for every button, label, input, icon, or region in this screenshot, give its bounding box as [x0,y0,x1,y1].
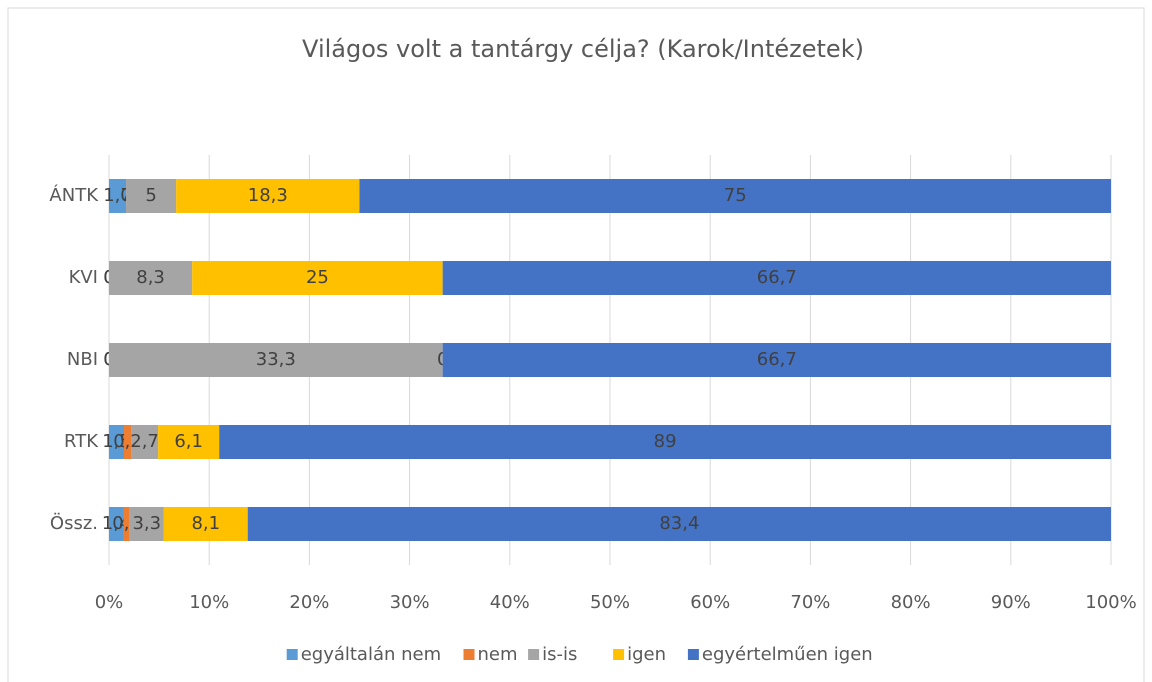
legend-label: igen [627,644,666,665]
bar-segment [442,343,1111,377]
x-tick-label: 100% [1085,592,1136,613]
y-tick-label: RTK [64,431,99,452]
x-tick-label: 10% [189,592,229,613]
value-label: 33,3 [256,349,296,370]
y-tick-label: Össz. [50,512,98,534]
legend-swatch [463,649,475,660]
bar-segment [123,507,130,541]
bar-segment [109,425,125,459]
x-tick-label: 0% [95,592,124,613]
y-tick-label: ÁNTK [49,184,99,206]
x-tick-label: 30% [390,592,430,613]
legend-swatch [613,649,625,660]
legend-swatch [286,649,298,660]
bar-segment [219,425,1112,459]
value-label: 1,5 [102,431,131,452]
bar-segment [192,261,443,295]
value-label: 2,7 [130,431,159,452]
bar-segment [126,179,177,213]
bar-segment [129,507,164,541]
x-tick-label: 40% [490,592,530,613]
value-label: 66,7 [757,349,797,370]
value-label: 5 [145,185,156,206]
value-label: 89 [654,431,677,452]
bar-segment [359,179,1111,213]
legend-label: is-is [542,644,577,665]
bar-segment [124,425,132,459]
y-tick-label: KVI [69,267,98,288]
legend-label: egyáltalán nem [301,644,441,665]
value-label: 66,7 [757,267,797,288]
legend-swatch [687,649,699,660]
value-label: 8,1 [191,513,220,534]
bar-segment [109,343,443,377]
bar-segment [158,425,220,459]
x-tick-label: 70% [790,592,830,613]
bar-segment [109,261,193,295]
bar-segment [247,507,1111,541]
x-tick-label: 50% [590,592,630,613]
chart-title: Világos volt a tantárgy célja? (Karok/In… [302,35,864,63]
x-tick-label: 20% [289,592,329,613]
bar-segment [131,425,159,459]
value-label: 1,7 [103,185,132,206]
value-label: 1,4 [102,513,131,534]
bar-segment [109,179,127,213]
value-label: 75 [724,185,747,206]
x-tick-label: 60% [690,592,730,613]
bar-segment [109,507,124,541]
value-label: 3,3 [132,513,161,534]
bar-segment [176,179,360,213]
legend-swatch [528,649,540,660]
value-label: 8,3 [136,267,165,288]
x-tick-label: 90% [991,592,1031,613]
value-label: 25 [306,267,329,288]
bar-segment [442,261,1111,295]
legend-label: nem [478,644,518,665]
value-label: 6,1 [174,431,203,452]
y-tick-label: NBI [67,349,98,370]
bar-segment [163,507,248,541]
x-tick-label: 80% [891,592,931,613]
legend-label: egyértelműen igen [702,644,873,665]
value-label: 18,3 [248,185,288,206]
value-label: 83,4 [659,513,699,534]
